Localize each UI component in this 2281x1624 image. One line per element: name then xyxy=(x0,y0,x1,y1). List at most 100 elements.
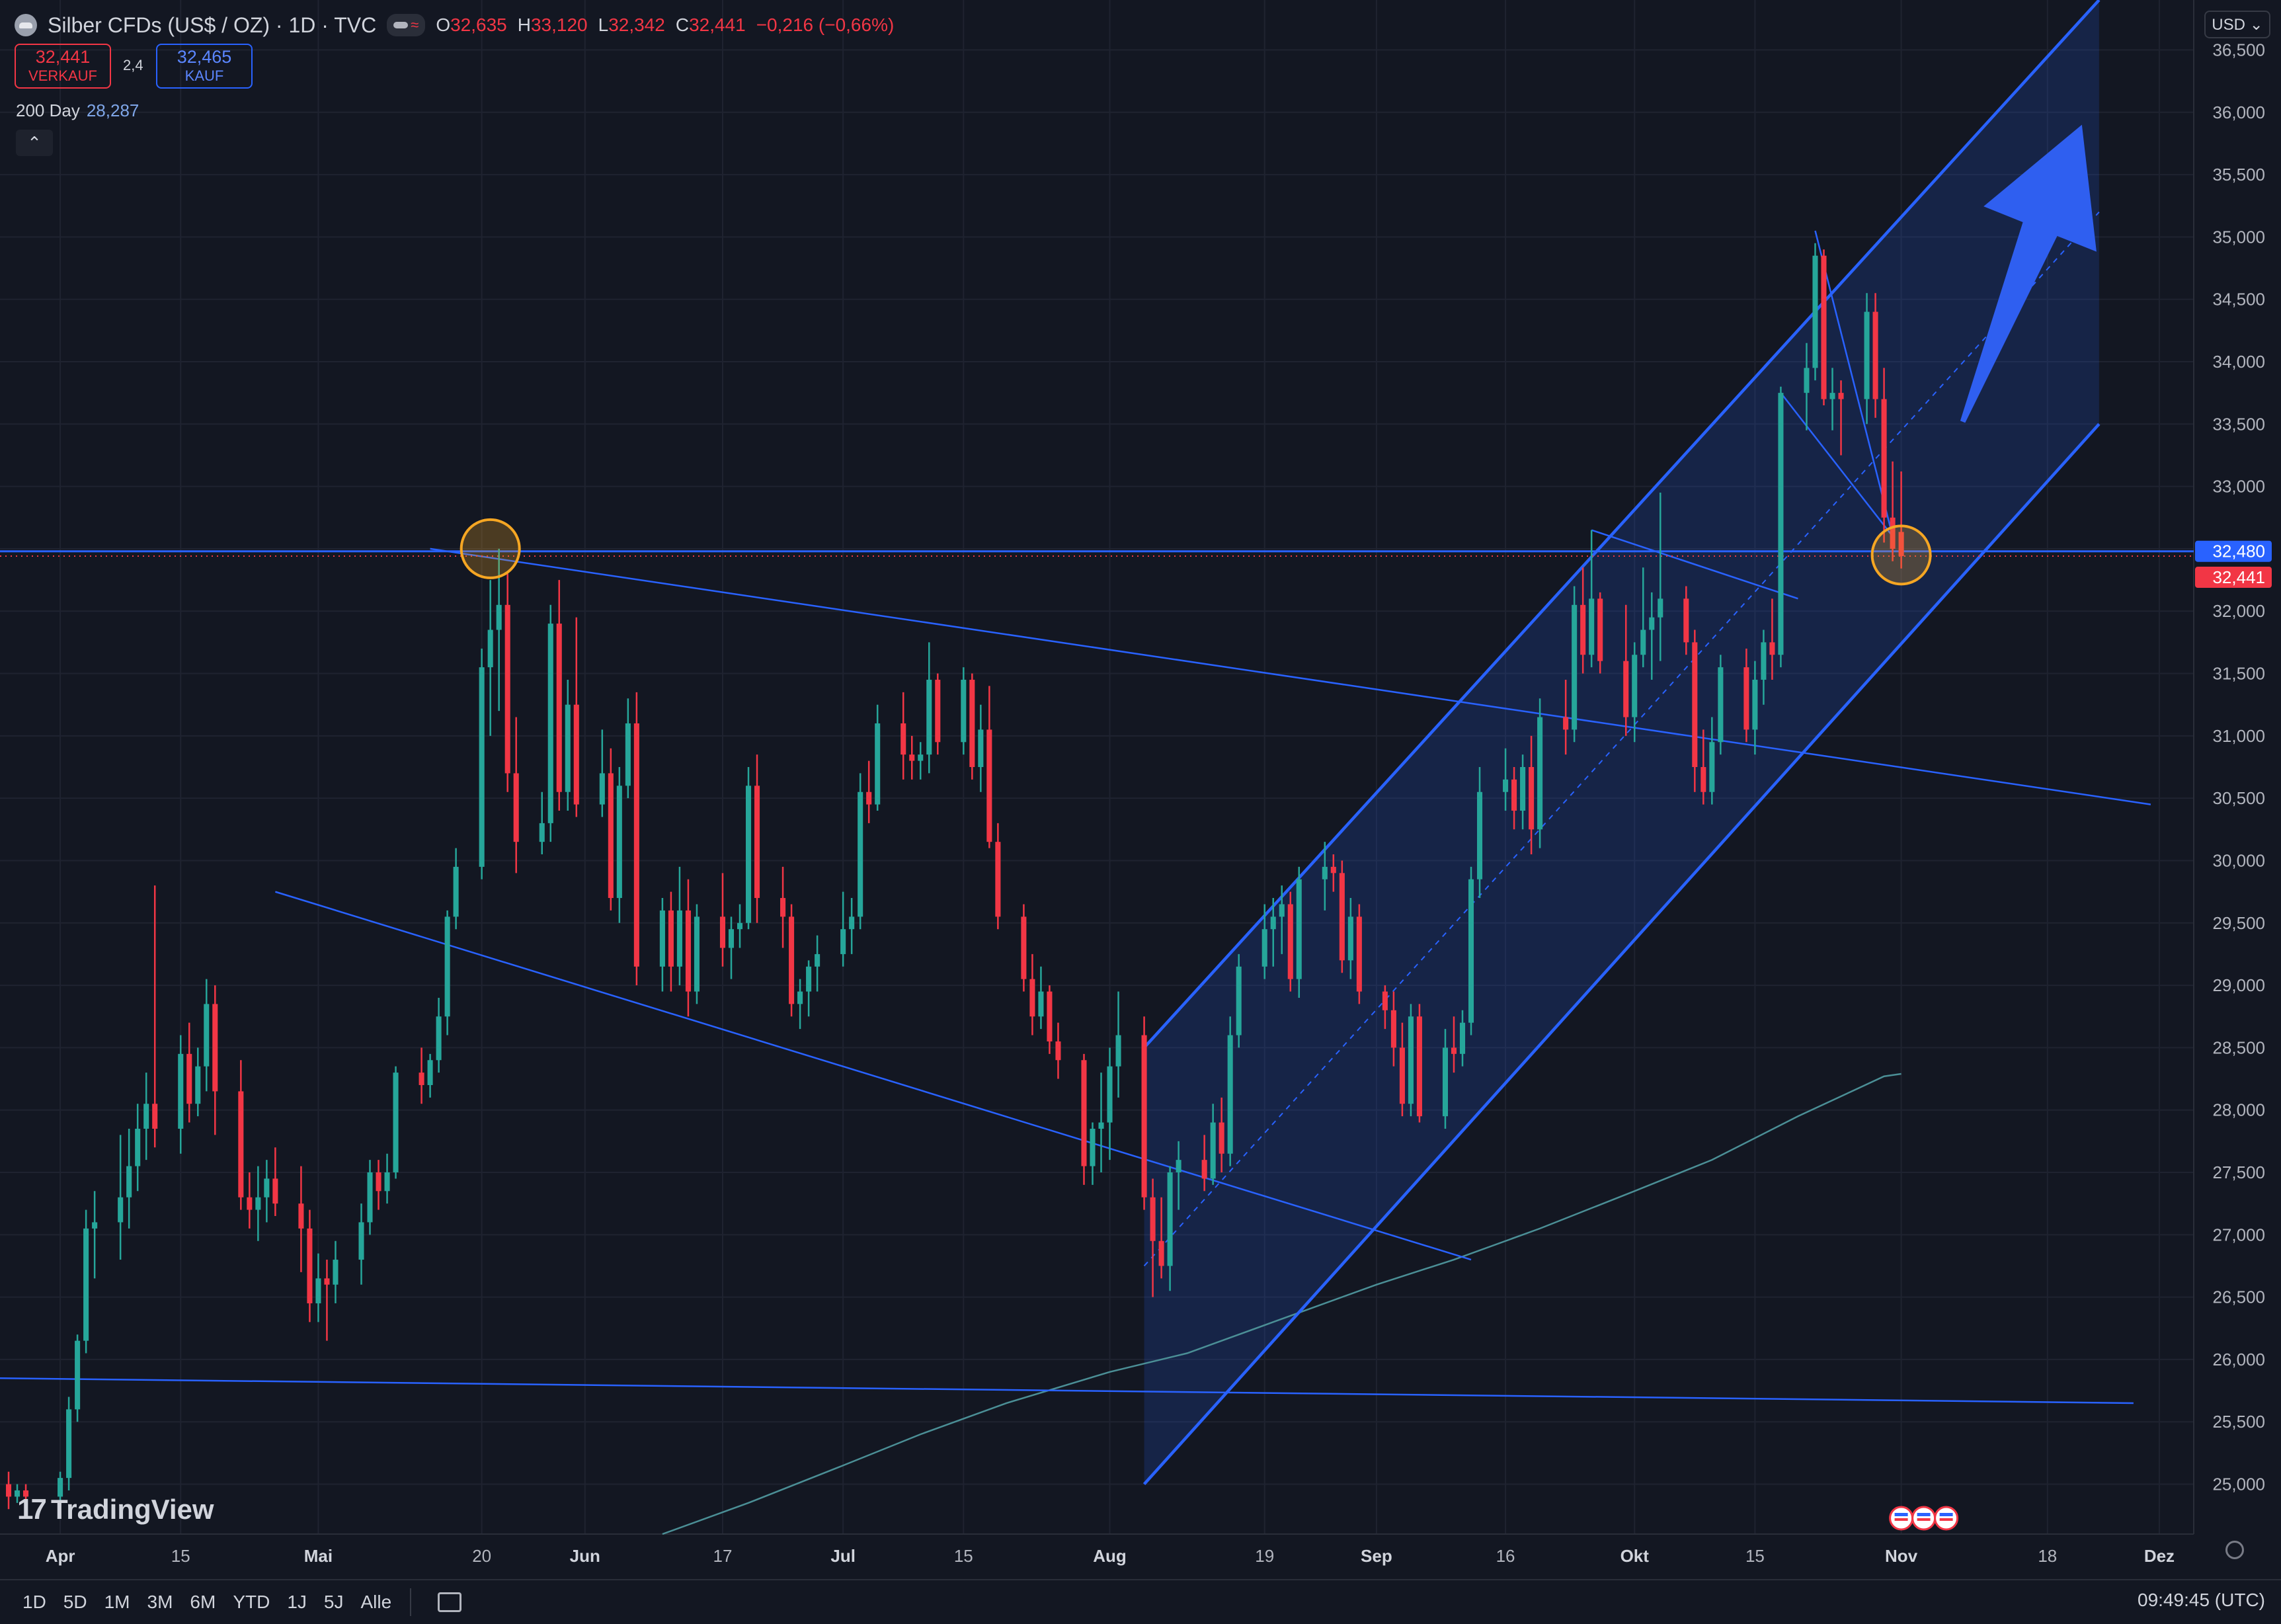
y-tick-label: 26,000 xyxy=(2212,1350,2265,1369)
y-tick-label: 32,000 xyxy=(2212,601,2265,621)
x-tick-label: 19 xyxy=(1255,1546,1274,1566)
candle-body xyxy=(393,1073,399,1173)
range-button-3m[interactable]: 3M xyxy=(147,1592,173,1612)
candle-body xyxy=(1623,661,1629,717)
candle-body xyxy=(1167,1172,1173,1266)
candle-body xyxy=(1158,1240,1164,1266)
candle-body xyxy=(1322,866,1328,879)
candle-body xyxy=(815,954,820,967)
range-button-1j[interactable]: 1J xyxy=(287,1592,307,1612)
candle-body xyxy=(1511,779,1517,811)
y-tick-label: 36,000 xyxy=(2212,102,2265,122)
range-button-5j[interactable]: 5J xyxy=(323,1592,344,1612)
close-value: 32,441 xyxy=(689,15,746,35)
calendar-icon[interactable] xyxy=(438,1592,462,1612)
candle-body xyxy=(1115,1035,1121,1067)
candle-body xyxy=(1270,916,1276,930)
trend-line xyxy=(0,1377,2134,1404)
candle-body xyxy=(1829,393,1835,399)
sell-button[interactable]: 32,441 VERKAUF xyxy=(15,44,111,89)
candle-body xyxy=(633,723,639,967)
ma200-line xyxy=(662,1073,1901,1535)
y-tick-label: 30,500 xyxy=(2212,788,2265,808)
candle-body xyxy=(565,704,571,792)
x-tick-label: Jul xyxy=(830,1546,856,1566)
candle-body xyxy=(1692,642,1698,767)
candle-body xyxy=(255,1197,261,1210)
high-key: H xyxy=(517,15,531,35)
candle-body xyxy=(599,773,605,805)
candle-body xyxy=(298,1203,304,1229)
highlight-circle xyxy=(460,518,521,579)
candle-body xyxy=(496,604,502,630)
candle-body xyxy=(1382,991,1388,1010)
candle-body xyxy=(324,1278,330,1285)
candle-body xyxy=(780,898,786,917)
candle-body xyxy=(1864,311,1870,399)
y-tick-label: 25,500 xyxy=(2212,1412,2265,1432)
candle-body xyxy=(1296,879,1302,979)
range-button-ytd[interactable]: YTD xyxy=(233,1592,270,1612)
range-button-alle[interactable]: Alle xyxy=(360,1592,392,1612)
candle-body xyxy=(75,1340,81,1410)
x-tick-label: Sep xyxy=(1361,1546,1392,1566)
candle-body xyxy=(376,1172,381,1192)
symbol-title[interactable]: Silber CFDs (US$ / OZ) · 1D · TVC xyxy=(48,13,377,37)
candle-body xyxy=(1804,368,1810,393)
candle-body xyxy=(92,1222,98,1229)
range-button-5d[interactable]: 5D xyxy=(63,1592,87,1612)
candle-body xyxy=(659,910,665,967)
candle-body xyxy=(608,773,614,899)
candle-body xyxy=(487,629,493,668)
candle-body xyxy=(547,624,553,823)
candle-body xyxy=(5,1484,12,1497)
candle-body xyxy=(152,1104,158,1129)
candle-body xyxy=(1339,873,1345,961)
candle-body xyxy=(1176,1160,1181,1173)
trend-line xyxy=(1814,230,1894,537)
candle-body xyxy=(14,1490,20,1497)
candle-body xyxy=(1236,966,1242,1035)
y-tick-label: 25,000 xyxy=(2212,1475,2265,1494)
candle-body xyxy=(1520,767,1526,811)
candle-body xyxy=(195,1066,201,1104)
chart-settings-icon[interactable] xyxy=(2225,1541,2244,1559)
candle-body xyxy=(1701,767,1706,792)
candle-body xyxy=(935,679,941,743)
candle-body xyxy=(1261,929,1267,967)
candle-body xyxy=(23,1490,29,1497)
y-tick-label: 30,000 xyxy=(2212,850,2265,870)
y-tick-label: 35,500 xyxy=(2212,165,2265,184)
candle-body xyxy=(616,786,622,899)
x-tick-label: 15 xyxy=(1745,1546,1765,1566)
range-button-1d[interactable]: 1D xyxy=(22,1592,46,1612)
clock[interactable]: 09:49:45 (UTC) xyxy=(2138,1590,2265,1610)
candle-body xyxy=(1838,393,1844,399)
x-tick-label: 15 xyxy=(954,1546,973,1566)
candle-body xyxy=(1227,1035,1233,1154)
collapse-legend-button[interactable]: ⌃ xyxy=(16,130,53,156)
market-status-icon[interactable]: ≈ xyxy=(387,14,426,36)
y-tick-label: 26,500 xyxy=(2212,1287,2265,1307)
ma-legend[interactable]: 200 Day 28,287 xyxy=(16,101,139,121)
currency-button[interactable]: USD ⌄ xyxy=(2204,11,2270,38)
y-tick-label: 29,000 xyxy=(2212,975,2265,995)
candle-body xyxy=(504,604,510,774)
range-button-6m[interactable]: 6M xyxy=(190,1592,216,1612)
y-tick-label: 31,500 xyxy=(2212,664,2265,684)
y-tick-label: 29,500 xyxy=(2212,913,2265,933)
candle-body xyxy=(66,1409,72,1479)
candle-body xyxy=(1812,255,1818,368)
candle-body xyxy=(1632,655,1638,717)
candle-body xyxy=(1476,792,1483,879)
price-label: 32,480 xyxy=(2212,542,2265,561)
range-button-1m[interactable]: 1M xyxy=(104,1592,130,1612)
candle-body xyxy=(745,786,752,923)
candle-body xyxy=(995,842,1001,917)
buy-button[interactable]: 32,465 KAUF xyxy=(156,44,253,89)
candle-body xyxy=(668,910,674,967)
candle-body xyxy=(1451,1047,1457,1054)
bottom-toolbar: 1D 5D 1M 3M 6M YTD 1J 5J Alle xyxy=(0,1579,2281,1624)
candle-body xyxy=(1898,532,1904,557)
price-chart[interactable]: 25,000 25,500 26,000 26,500 27,000 27,500 28,0… xyxy=(0,0,2281,1579)
